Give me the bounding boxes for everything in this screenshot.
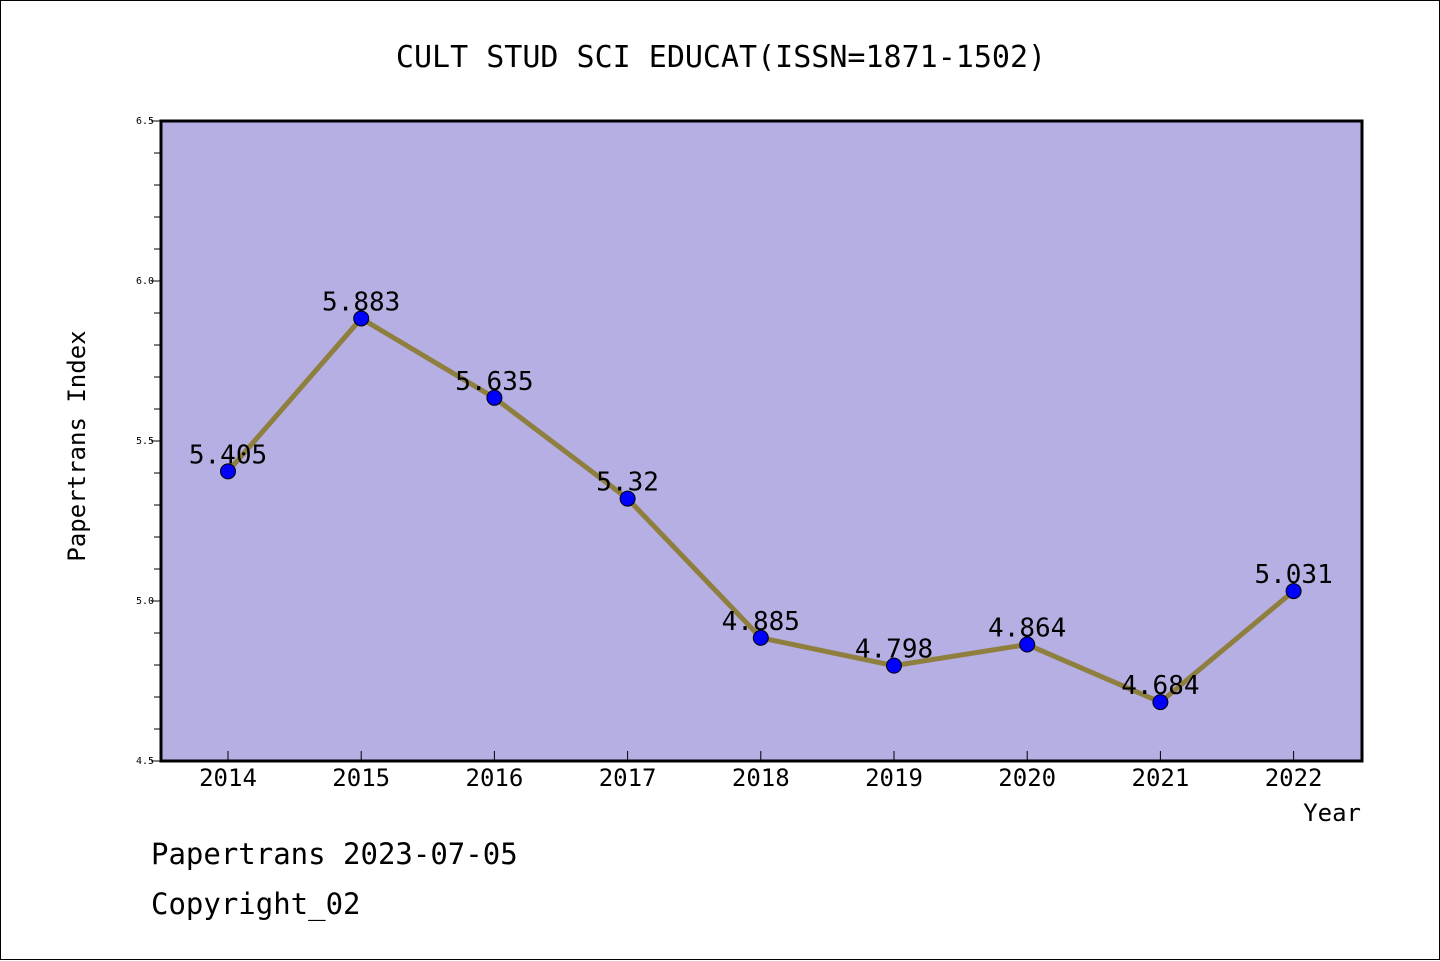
plot-area [159, 119, 1364, 763]
chart-title: CULT STUD SCI EDUCAT(ISSN=1871-1502) [396, 40, 1046, 75]
data-point-marker [486, 389, 503, 406]
data-label: 4.684 [1121, 671, 1199, 701]
x-tick-label: 2022 [1265, 764, 1323, 792]
x-tick-label: 2015 [332, 764, 390, 792]
x-axis-label: Year [1303, 799, 1361, 827]
footer-copyright-text: Copyright_02 [151, 887, 361, 921]
series-layer: 5.405 5.883 5.635 5.32 4.885 4.798 4.864 4.684 5… [189, 287, 1333, 711]
y-tick-label: 5.5 [136, 436, 154, 447]
x-tick-label: 2014 [199, 764, 257, 792]
data-point-marker [1285, 583, 1302, 600]
x-tick-label: 2018 [732, 764, 790, 792]
data-point-marker [619, 490, 636, 507]
x-tick-label: 2016 [466, 764, 524, 792]
data-point-marker [886, 657, 902, 674]
x-axis-ticks: 2014 2015 2016 2017 2018 2019 2020 2021 2022 [199, 751, 1322, 792]
x-tick-label: 2020 [998, 764, 1056, 792]
data-label: 4.798 [855, 635, 933, 665]
y-axis-ticks: 4.5 5.0 5.5 6.0 6.5 [136, 116, 161, 767]
x-tick-label: 2021 [1132, 764, 1190, 792]
y-tick-label: 4.5 [136, 756, 154, 767]
data-point-marker [1152, 694, 1169, 711]
data-point-marker [1019, 636, 1036, 653]
x-tick-label: 2019 [865, 764, 923, 792]
data-label: 5.32 [596, 468, 659, 498]
data-label: 4.885 [722, 607, 800, 637]
y-tick-label: 5.0 [136, 596, 154, 607]
y-tick-label: 6.5 [136, 116, 154, 127]
data-label: 5.405 [189, 440, 267, 470]
data-label: 4.864 [988, 614, 1066, 644]
y-axis-label: Papertrans Index [63, 330, 91, 561]
x-tick-label: 2017 [599, 764, 657, 792]
y-tick-label: 6.0 [136, 276, 154, 287]
data-label: 5.031 [1254, 560, 1332, 590]
data-point-marker [353, 310, 370, 327]
footer-date-text: Papertrans 2023-07-05 [151, 837, 518, 871]
data-label: 5.883 [322, 287, 400, 317]
data-label: 5.635 [455, 367, 533, 397]
data-point-marker [220, 463, 236, 480]
data-point-marker [752, 629, 769, 646]
